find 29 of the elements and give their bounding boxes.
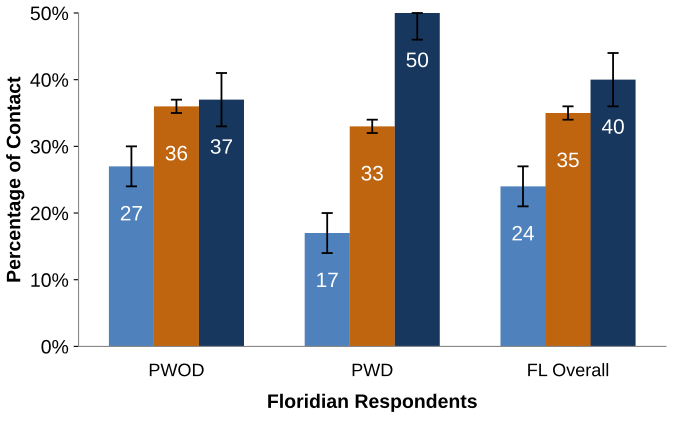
data-label: 27 xyxy=(120,206,142,220)
y-tick-label: 30% xyxy=(30,140,68,154)
bar xyxy=(350,126,395,346)
data-label: 17 xyxy=(317,272,338,288)
y-tick-label: 0% xyxy=(41,340,68,354)
data-label: 50 xyxy=(406,52,428,68)
bar xyxy=(546,113,591,346)
bar xyxy=(198,100,244,346)
bar xyxy=(108,166,154,346)
bar xyxy=(154,106,199,346)
data-label: 37 xyxy=(210,139,232,154)
bar xyxy=(394,12,440,346)
x-axis-title: Floridian Respondents xyxy=(268,394,477,412)
x-tick-label: FL Overall xyxy=(528,363,608,376)
y-tick-label: 40% xyxy=(30,73,68,87)
data-label: 36 xyxy=(166,146,188,161)
bar xyxy=(590,80,636,346)
x-tick-label: PWOD xyxy=(150,364,204,376)
bar xyxy=(500,186,546,346)
data-label: 24 xyxy=(512,226,534,240)
data-label: 33 xyxy=(361,166,383,181)
y-tick-label: 50% xyxy=(30,6,68,20)
data-label: 35 xyxy=(557,152,579,168)
y-tick-label: 20% xyxy=(30,206,68,220)
y-axis-title: Percentage of Contact xyxy=(6,76,24,282)
y-tick-label: 10% xyxy=(31,273,68,287)
bar xyxy=(304,233,350,346)
x-tick-label: PWD xyxy=(352,364,392,376)
data-label: 40 xyxy=(602,119,624,134)
